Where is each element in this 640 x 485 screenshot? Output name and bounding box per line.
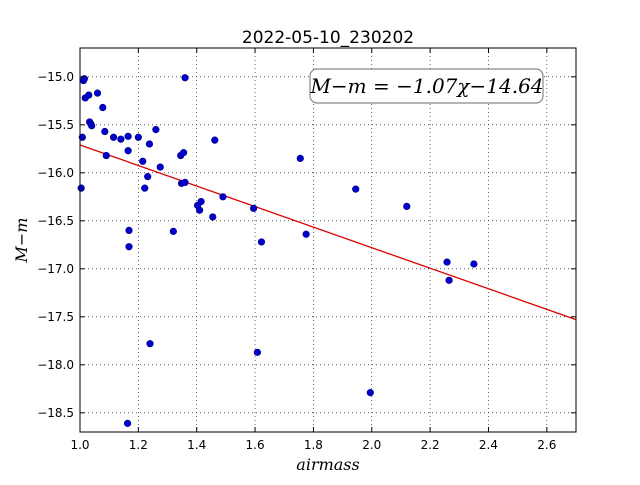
x-tick-label: 1.4 [187, 438, 206, 452]
data-point [141, 184, 149, 192]
data-point [403, 202, 411, 210]
data-point [117, 135, 125, 143]
data-point [93, 89, 102, 97]
data-point [250, 204, 258, 212]
data-point [146, 340, 154, 348]
x-tick-label: 2.2 [421, 438, 440, 452]
data-point [156, 163, 164, 171]
data-point [145, 140, 154, 148]
y-tick-label: −17.5 [37, 310, 74, 324]
data-point [169, 227, 177, 235]
data-point [445, 276, 453, 284]
data-point [196, 206, 204, 214]
data-points [77, 74, 478, 427]
data-point [134, 133, 142, 141]
data-point [197, 198, 205, 206]
y-tick-label: −16.5 [37, 214, 74, 228]
fit-line [79, 144, 577, 321]
data-point [181, 74, 189, 82]
x-axis-ticks: 1.0 1.2 1.4 1.6 1.8 2.0 2.2 2.4 2.6 [70, 48, 556, 452]
x-tick-label: 1.0 [70, 438, 89, 452]
x-tick-label: 2.0 [362, 438, 381, 452]
data-point [181, 178, 189, 186]
y-tick-label: −18.5 [37, 406, 74, 420]
data-point [139, 157, 147, 165]
y-axis-label: M−m [12, 218, 31, 264]
data-point [296, 154, 304, 162]
data-point [179, 149, 188, 157]
y-axis-ticks: −15.0 −15.5 −16.0 −16.5 −17.0 −17.5 −18.0 −18.5 [37, 70, 576, 420]
fit-legend-box [309, 68, 544, 104]
y-tick-label: −15.0 [37, 70, 74, 84]
data-point [152, 126, 160, 134]
data-point [366, 389, 374, 397]
data-point [211, 136, 219, 144]
data-point [109, 133, 118, 141]
data-point [302, 230, 310, 238]
data-point [352, 185, 360, 193]
data-point [88, 122, 96, 130]
data-point [99, 103, 107, 112]
y-tick-label: −15.5 [37, 118, 74, 132]
x-tick-label: 1.6 [246, 438, 265, 452]
fit-equation-label: M−m = −1.07χ−14.64 [309, 74, 543, 98]
data-point [125, 226, 133, 234]
x-tick-label: 2.6 [537, 438, 556, 452]
x-axis-label: airmass [296, 455, 359, 474]
data-point [124, 132, 132, 140]
data-point [443, 258, 451, 266]
y-tick-label: −17.0 [37, 262, 74, 276]
data-point [78, 133, 86, 141]
plot-frame [79, 47, 577, 433]
x-tick-label: 1.2 [129, 438, 148, 452]
fit-line-group [79, 144, 577, 321]
data-point [102, 151, 110, 160]
grid-lines [79, 48, 576, 432]
y-tick-label: −16.0 [37, 166, 74, 180]
data-point [101, 127, 109, 136]
data-point [77, 184, 85, 192]
data-point [470, 260, 478, 268]
x-tick-label: 2.4 [479, 438, 498, 452]
data-point [144, 173, 152, 181]
data-point [124, 147, 132, 155]
data-point [123, 419, 132, 427]
data-point [257, 238, 266, 246]
data-point [209, 213, 217, 221]
x-tick-label: 1.8 [304, 438, 323, 452]
data-point [85, 91, 93, 99]
data-point [125, 243, 133, 251]
data-point [253, 348, 261, 356]
y-tick-label: −18.0 [37, 358, 74, 372]
chart-title: 2022-05-10_230202 [242, 28, 414, 48]
data-point [219, 193, 227, 201]
